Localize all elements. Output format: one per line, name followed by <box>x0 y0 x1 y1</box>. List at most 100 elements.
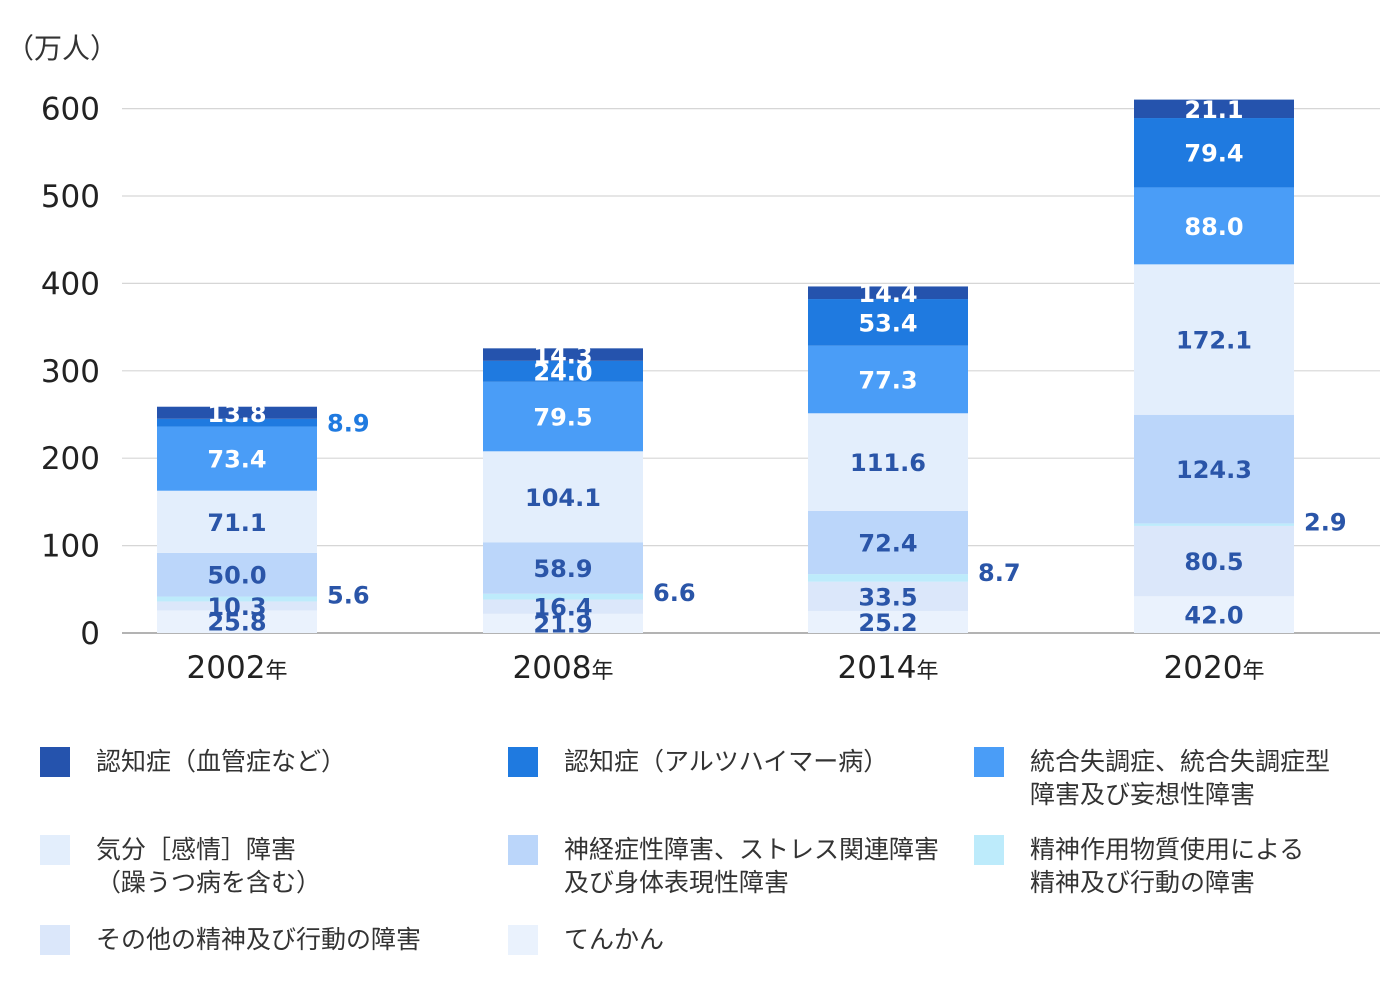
bars-layer <box>157 99 1294 633</box>
y-axis-unit-label: （万人） <box>6 32 118 65</box>
bar-segment <box>483 542 643 594</box>
y-tick-label: 400 <box>41 266 100 302</box>
legend-swatch <box>508 925 538 955</box>
data-label: 104.1 <box>525 484 601 512</box>
data-label: 10.3 <box>207 593 266 621</box>
legend-swatch <box>974 835 1004 865</box>
data-label: 13.8 <box>207 400 266 428</box>
legend-label: 認知症（血管症など） <box>96 747 347 776</box>
x-tick-label: 2020年 <box>1164 650 1265 686</box>
bar-segment <box>1134 414 1294 524</box>
legend-swatch <box>40 925 70 955</box>
data-label: 24.0 <box>533 358 592 386</box>
bar-segment <box>157 406 317 419</box>
y-tick-label: 300 <box>41 354 100 390</box>
data-label: 79.4 <box>1184 140 1243 168</box>
x-tick-label: 2014年 <box>838 650 939 686</box>
legend-item: 精神作用物質使用による 精神及び行動の障害 <box>974 833 1304 899</box>
data-label: 14.3 <box>533 342 592 370</box>
bar-segment <box>808 610 968 633</box>
data-label: 80.5 <box>1184 548 1243 576</box>
legend-swatch <box>508 835 538 865</box>
bar-segment <box>483 360 643 382</box>
bar-segment <box>808 581 968 611</box>
bar-segment <box>808 413 968 511</box>
data-label: 21.9 <box>533 610 592 638</box>
bar-segment <box>157 601 317 611</box>
x-tick-label: 2002年 <box>187 650 288 686</box>
bar-segment <box>157 490 317 553</box>
data-label: 58.9 <box>533 555 592 583</box>
bar-segment <box>808 345 968 414</box>
legend-label: 統合失調症、統合失調症型 障害及び妄想性障害 <box>1030 747 1331 809</box>
data-label: 25.2 <box>858 609 917 637</box>
y-tick-label: 0 <box>80 616 100 652</box>
data-label: 79.5 <box>533 404 592 432</box>
stacked-bar-chart: （万人） 25.810.3 50.0 71.1 73.4 13.8 21.916.4 58.… <box>6 32 1380 686</box>
outside-data-label: 8.9 <box>327 410 370 438</box>
data-label: 16.4 <box>533 594 592 622</box>
legend-swatch <box>974 747 1004 777</box>
data-label: 88.0 <box>1184 213 1243 241</box>
legend-item: てんかん <box>508 923 664 956</box>
y-tick-label: 100 <box>41 529 100 565</box>
bar-segment <box>483 381 643 452</box>
bar-segment <box>157 426 317 491</box>
data-label: 77.3 <box>858 366 917 394</box>
legend-label: その他の精神及び行動の障害 <box>96 925 422 954</box>
bar-segment <box>808 510 968 575</box>
data-label: 72.4 <box>858 529 917 557</box>
bar-segment <box>157 596 317 602</box>
legend-item: その他の精神及び行動の障害 <box>40 923 421 956</box>
data-label: 53.4 <box>858 309 917 337</box>
legend-swatch <box>40 747 70 777</box>
y-tick-label: 600 <box>41 92 100 128</box>
bar-segment <box>1134 525 1294 597</box>
legend-item: 神経症性障害、ストレス関連障害 及び身体表現性障害 <box>508 833 939 899</box>
bar-segment <box>808 286 968 300</box>
data-label: 124.3 <box>1176 456 1252 484</box>
data-label: 21.1 <box>1184 96 1243 124</box>
bar-segment <box>483 348 643 361</box>
bar-segment <box>1134 264 1294 415</box>
outside-data-label: 5.6 <box>327 582 370 610</box>
x-tick-label: 2008年 <box>513 650 614 686</box>
outside-data-label: 2.9 <box>1304 508 1347 536</box>
legend-label: 気分［感情］障害 （躁うつ病を含む） <box>96 835 322 897</box>
legend-swatch <box>40 835 70 865</box>
legend-label: 精神作用物質使用による 精神及び行動の障害 <box>1030 835 1305 897</box>
bar-segment <box>483 451 643 543</box>
legend-item: 認知症（血管症など） <box>40 745 346 778</box>
bar-segment <box>483 593 643 600</box>
outside-data-label: 6.6 <box>653 579 696 607</box>
bar-segment <box>808 299 968 346</box>
bar-segment <box>157 418 317 427</box>
y-tick-label: 500 <box>41 179 100 215</box>
axis-layer: 0 100 200 300 400 500 600 2002年 2008年 2014年 2020年 <box>41 92 1265 686</box>
data-label: 14.4 <box>858 280 917 308</box>
bar-segment <box>1134 99 1294 119</box>
legend-label: 神経症性障害、ストレス関連障害 及び身体表現性障害 <box>564 835 940 897</box>
bar-segment <box>157 610 317 633</box>
legend-label: 認知症（アルツハイマー病） <box>564 747 889 776</box>
bar-segment <box>483 613 643 633</box>
data-label: 73.4 <box>207 446 266 474</box>
outside-data-label: 8.7 <box>978 559 1021 587</box>
legend-label: てんかん <box>564 925 665 954</box>
data-label: 50.0 <box>207 562 266 590</box>
bar-segment <box>157 552 317 597</box>
bar-segment <box>1134 118 1294 188</box>
labels-layer: 25.810.3 50.0 71.1 73.4 13.8 21.916.4 58.9 104.… <box>207 96 1346 639</box>
legend-swatch <box>508 747 538 777</box>
data-label: 33.5 <box>858 583 917 611</box>
bar-segment <box>808 574 968 582</box>
y-tick-label: 200 <box>41 441 100 477</box>
legend-item: 認知症（アルツハイマー病） <box>508 745 888 778</box>
data-label: 25.8 <box>207 609 266 637</box>
data-label: 71.1 <box>207 509 266 537</box>
bar-segment <box>1134 596 1294 633</box>
bar-segment <box>1134 523 1294 526</box>
data-label: 172.1 <box>1176 327 1252 355</box>
data-label: 111.6 <box>850 449 926 477</box>
legend-item: 統合失調症、統合失調症型 障害及び妄想性障害 <box>974 745 1330 811</box>
